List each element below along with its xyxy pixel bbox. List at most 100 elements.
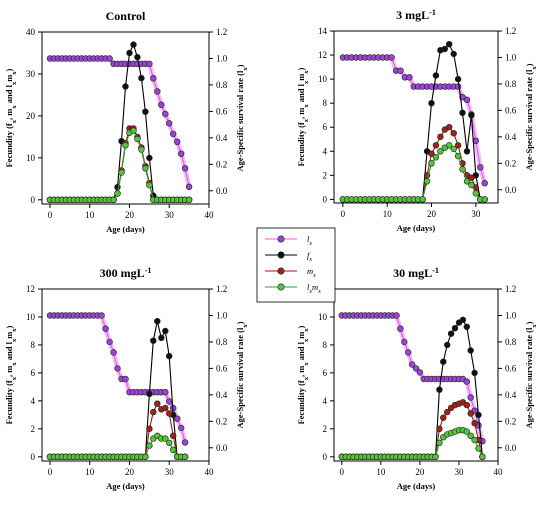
y-right-tick-label: 0.8 [216,337,228,347]
y-right-title-part-1: l [524,69,534,72]
y-right-title-part-0: Age-Specific survival rate ( [524,330,534,429]
y-left-tick-label: 8 [31,340,36,350]
series-mx-point [166,410,173,417]
series-lxmx-point [419,196,426,203]
y-left-title-part-9: m [296,74,306,81]
series-lxmx-point [162,435,169,442]
legend-marker-lx [277,235,285,243]
y-left-title-sub-10: x [303,70,310,74]
series-lx-point [408,361,416,368]
series-lx-point [181,165,189,172]
x-axis-title: Age (days) [397,223,436,233]
series-mx-point [468,174,475,181]
y-left-title-part-0: Fecundity ( [4,383,14,424]
y-right-title-part-1: l [524,327,534,330]
y-left-title-part-6: and [4,344,14,362]
y-left-title-sub-2: x [303,376,310,380]
series-lxmx-point [110,196,117,204]
series-fx-point [459,109,466,117]
y-right-tick-label: 1.2 [505,26,516,36]
chart-panel-1: 0 10 20 30 0 2 4 6 8 10 12 14 0.0 0.2 0.4 0.6 0.8 1.0 1.2 3… [296,8,538,234]
y-right-title-part-3: ) [524,321,534,324]
series-lxmx-point [454,152,462,160]
series-fx-point [471,369,478,377]
panel-title-main: 30 mgL [393,266,432,280]
series-fx-point [447,330,455,337]
x-tick-label: 20 [125,467,135,477]
y-left-axis-title: Fecundity (fx, mx and lxmx) [4,68,18,167]
y-left-title-sub-5: x [303,362,310,366]
series-fx-point [441,45,448,53]
y-left-title-part-7: l [296,83,306,86]
series-fx-point [130,41,137,48]
y-left-tick-label: 12 [26,284,35,294]
series-lx-point [106,55,113,62]
y-left-title-part-1: f [296,380,306,383]
x-tick-label: 0 [48,467,53,477]
series-lxmx-point [436,439,443,446]
y-left-title-part-11: ) [4,68,14,71]
y-right-tick-label: 0.0 [216,443,228,453]
y-left-title-part-4: m [4,109,14,116]
series-lx-point [162,110,169,118]
y-left-title-sub-5: x [11,362,18,366]
y-left-tick-label: 10 [318,312,328,322]
legend-label-sub: x [308,241,312,247]
series-lxmx-point [138,146,145,153]
series-fx-point [428,99,435,107]
series-lx-point [150,75,157,82]
y-left-title-sub-10: x [11,328,18,332]
series-lxmx-point [118,169,125,176]
y-left-title-part-6: and [296,344,306,362]
y-right-title-sub-2: x [242,67,249,71]
chart-panel-0: 0 10 20 30 40 0 10 20 30 40 0.0 0.2 0.4 0.6 0.8 1.0 1.2 C… [4,9,249,234]
series-mx-point [471,420,478,427]
series-lx-point [454,83,462,90]
series-lxmx-point [114,190,121,197]
chart-panel-2: 0 10 20 30 40 0 2 4 6 8 10 12 0.0 0.2 0.4 0.6 0.8 1.0 1.2 3… [4,266,249,492]
x-tick-label: 20 [415,467,425,477]
series-lxmx-point [475,445,482,452]
series-mx-point [436,425,443,432]
y-left-title-part-4: m [296,366,306,373]
y-left-title-sub-5: x [303,104,310,108]
y-left-tick-label: 4 [31,396,36,406]
y-left-axis-title: Fecundity (fx, mx and lxmx) [296,67,310,166]
y-right-title-part-3: ) [235,321,245,324]
series-mx-point [467,410,474,417]
series-mx-point [154,400,161,407]
x-axis-title: Age (days) [106,481,145,491]
y-left-title-part-1: f [4,123,14,126]
y-right-tick-label: 0.8 [505,79,517,89]
series-lx-point [416,369,424,376]
series-mx-point [437,133,444,141]
series-lx-point [122,375,129,383]
panel-title-sup: -1 [432,266,439,275]
legend-label-base: m [307,266,313,276]
series-lx-point [106,338,113,346]
series-lxmx-point [463,428,470,435]
series-lxmx-point [481,196,488,203]
series-fx-point [459,316,467,323]
x-tick-label: 10 [383,209,393,219]
panel-title-main: 300 mgL [100,266,145,280]
panel-title: 300 mgL-1 [100,266,152,281]
y-left-tick-label: 14 [318,26,328,36]
x-tick-label: 40 [494,467,504,477]
plot-frame [333,30,499,204]
series-lx-point [467,394,474,401]
y-left-tick-label: 0 [31,195,36,205]
y-left-tick-label: 0 [323,194,328,204]
y-right-axis-title: Age-Specific survival rate (lx) [524,321,538,428]
series-fx-point [166,352,173,360]
x-axis-title: Age (days) [106,224,145,234]
series-lxmx-point [428,160,435,167]
y-right-title-part-3: ) [235,64,245,67]
x-axis-title: Age (days) [397,481,436,491]
legend-label-base: f [307,250,311,260]
series-lx-point [178,150,185,157]
series-lxmx-point [142,165,149,172]
series-fx-point [122,83,129,90]
x-tick-label: 20 [427,209,437,219]
